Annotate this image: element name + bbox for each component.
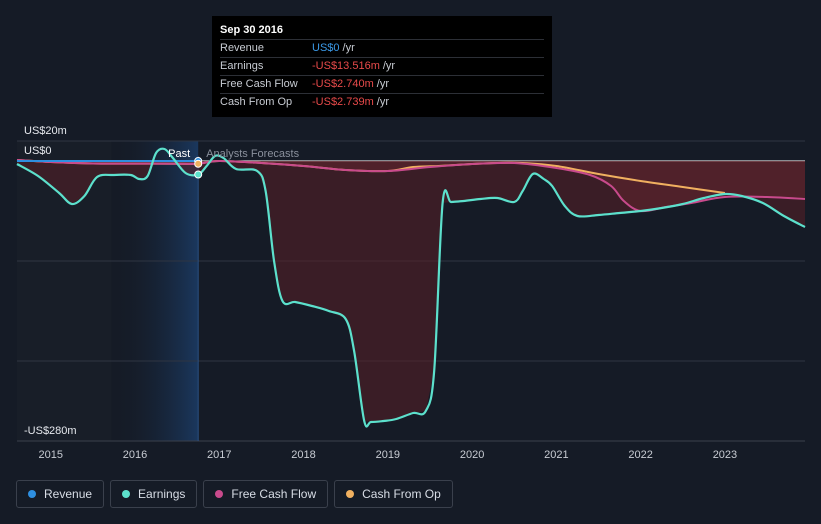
y-tick-label: US$0 — [24, 145, 52, 157]
x-tick-label: 2021 — [544, 449, 568, 461]
earnings-area — [17, 161, 805, 422]
legend-cash-from-op-button[interactable]: Cash From Op — [334, 480, 453, 508]
tooltip-value: -US$13.516m — [312, 60, 380, 72]
tooltip-value: -US$2.739m — [312, 96, 374, 108]
x-tick-label: 2020 — [460, 449, 484, 461]
x-tick-label: 2015 — [38, 449, 62, 461]
cash-from-op-marker — [194, 159, 203, 168]
tooltip-unit: /yr — [382, 60, 396, 72]
tooltip-value: -US$2.740m — [312, 78, 374, 90]
x-tick-label: 2016 — [123, 449, 147, 461]
x-tick-label: 2022 — [628, 449, 652, 461]
legend-earnings-button[interactable]: Earnings — [110, 480, 198, 508]
y-tick-label: -US$280m — [24, 425, 77, 437]
tooltip-unit: /yr — [376, 96, 389, 108]
tooltip-label: Earnings — [220, 60, 264, 72]
legend-label: Earnings — [138, 487, 186, 501]
cash-from-op-dot-icon — [346, 490, 355, 498]
x-tick-label: 2017 — [207, 449, 231, 461]
forecast-label: Analysts Forecasts — [206, 148, 299, 160]
legend-label: Free Cash Flow — [231, 487, 317, 501]
x-tick-label: 2018 — [291, 449, 315, 461]
free-cash-flow-area — [17, 161, 805, 211]
past-label: Past — [168, 148, 190, 160]
revenue-dot-icon — [28, 490, 36, 498]
tooltip-unit: /yr — [342, 42, 355, 54]
tooltip-label: Free Cash Flow — [220, 78, 298, 90]
tooltip-unit: /yr — [376, 78, 389, 90]
legend-label: Revenue — [44, 487, 93, 501]
free-cash-flow-dot-icon — [215, 490, 224, 498]
earnings-dot-icon — [122, 490, 131, 498]
earnings-marker — [194, 170, 203, 179]
legend-revenue-button[interactable]: Revenue — [16, 480, 105, 508]
x-tick-label: 2019 — [376, 449, 400, 461]
tooltip-label: Cash From Op — [220, 96, 293, 108]
tooltip-row-free-cash-flow: Free Cash Flow -US$2.740m /yr — [220, 76, 544, 94]
x-tick-label: 2023 — [713, 449, 737, 461]
tooltip-row-revenue: Revenue US$0 /yr — [220, 40, 544, 58]
tooltip-value: US$0 — [312, 42, 340, 54]
legend-label: Cash From Op — [362, 487, 441, 501]
past-region — [111, 141, 199, 441]
legend: Revenue Earnings Free Cash Flow Cash Fro… — [16, 480, 453, 508]
tooltip-row-cash-from-op: Cash From Op -US$2.739m /yr — [220, 94, 544, 111]
tooltip-row-earnings: Earnings -US$13.516m /yr — [220, 58, 544, 76]
y-tick-label: US$20m — [24, 125, 67, 137]
tooltip-label: Revenue — [220, 42, 265, 54]
legend-free-cash-flow-button[interactable]: Free Cash Flow — [203, 480, 329, 508]
tooltip-date: Sep 30 2016 — [220, 22, 544, 40]
tooltip: Sep 30 2016 Revenue US$0 /yr Earnings -U… — [212, 16, 552, 117]
earnings-line — [16, 147, 806, 428]
